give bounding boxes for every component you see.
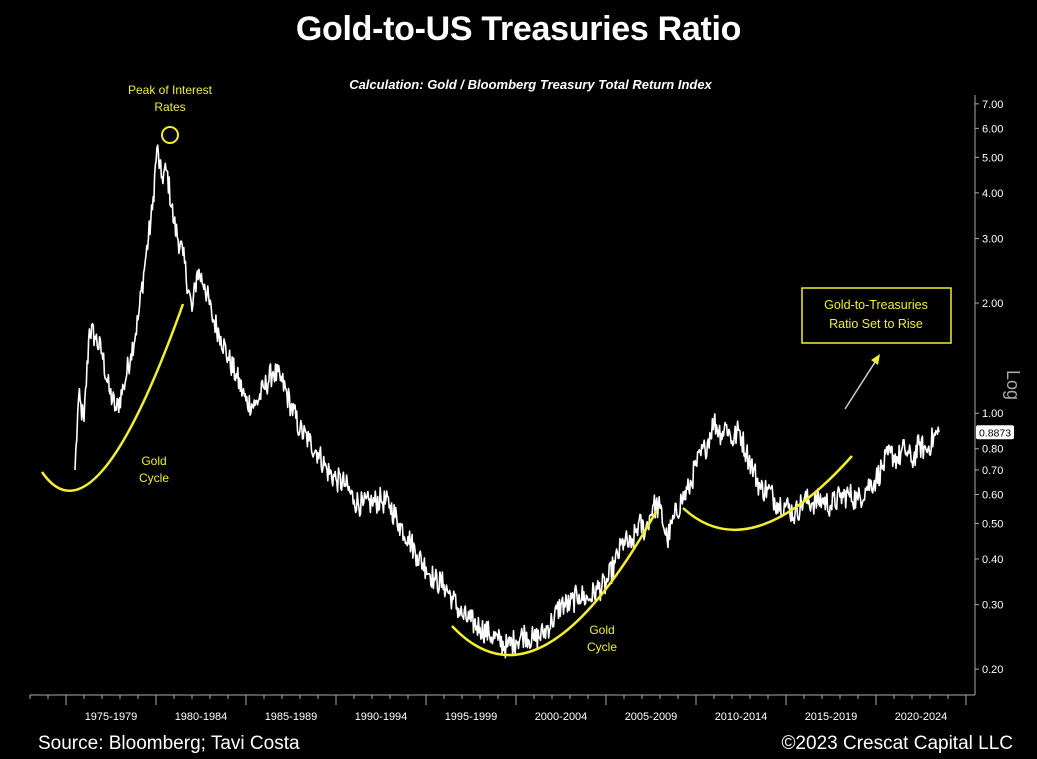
last-value-label: 0.8873 <box>979 427 1011 439</box>
callout-box <box>801 287 952 344</box>
annotation-set-to-rise: Gold-to-Treasuries Ratio Set to Rise <box>824 298 928 331</box>
annotation-peak-rates-line: Rates <box>154 100 185 114</box>
annotation-set-to-rise-line: Ratio Set to Rise <box>829 317 923 331</box>
series-line <box>74 144 940 659</box>
y-axis-label: Log <box>1003 370 1023 400</box>
x-tick-label: 1985-1989 <box>265 711 318 723</box>
annotation-peak-rates: Peak of Interest Rates <box>128 83 213 114</box>
y-tick-label: 0.80 <box>982 444 1003 456</box>
annotation-gold-cycle-2-line: Gold <box>589 623 614 637</box>
annotation-gold-cycle-2: Gold Cycle <box>587 623 617 654</box>
annotation-arrows <box>844 354 880 410</box>
y-tick-label: 4.00 <box>982 188 1003 200</box>
y-axis: 7.00 6.00 5.00 4.00 3.00 2.00 1.00 0.80 0.70 0.60… <box>974 95 1023 695</box>
annotation-peak-rates-line: Peak of Interest <box>128 83 213 97</box>
annotation-gold-cycle-2-line: Cycle <box>587 640 617 654</box>
arrow-head <box>871 354 880 365</box>
y-tick-label: 0.40 <box>982 554 1003 566</box>
x-tick-label: 2010-2014 <box>715 711 768 723</box>
gold-cycle-arc-3 <box>682 455 853 532</box>
x-axis: 1975-1979 1980-1984 1985-1989 1990-1994 1995… <box>29 694 975 723</box>
source-note: Source: Bloomberg; Tavi Costa <box>38 733 300 754</box>
x-tick-label: 1980-1984 <box>175 711 228 723</box>
annotation-gold-cycle-1: Gold Cycle <box>139 454 169 485</box>
peak-circle <box>161 126 179 144</box>
copyright-note: ©2023 Crescat Capital LLC <box>781 733 1013 754</box>
y-tick-label: 0.30 <box>982 600 1003 612</box>
y-tick-label: 0.50 <box>982 518 1003 530</box>
y-tick-label: 3.00 <box>982 234 1003 246</box>
last-value-box <box>976 425 1014 440</box>
x-tick-label: 2020-2024 <box>895 711 948 723</box>
chart-title: Gold-to-US Treasuries Ratio <box>295 10 742 48</box>
y-tick-label: 0.20 <box>982 664 1003 676</box>
arrow-line <box>844 358 878 410</box>
x-tick-label: 1975-1979 <box>85 711 138 723</box>
annotation-set-to-rise-line: Gold-to-Treasuries <box>824 298 928 312</box>
y-tick-label: 5.00 <box>982 152 1003 164</box>
x-tick-label: 1990-1994 <box>355 711 408 723</box>
x-tick-label: 2015-2019 <box>805 711 858 723</box>
y-tick-label: 0.60 <box>982 489 1003 501</box>
series: 0.8873 <box>74 144 1014 659</box>
y-tick-label: 2.00 <box>982 298 1003 310</box>
annotation-gold-cycle-1-line: Gold <box>141 454 166 468</box>
y-tick-label: 0.70 <box>982 465 1003 477</box>
y-tick-label: 7.00 <box>982 99 1003 111</box>
gold-cycle-arc-2 <box>451 509 659 657</box>
x-tick-label: 2005-2009 <box>625 711 678 723</box>
chart-subtitle: Calculation: Gold / Bloomberg Treasury T… <box>349 77 712 92</box>
gold-cycle-arc-1 <box>40 303 185 492</box>
y-tick-label: 6.00 <box>982 123 1003 135</box>
x-tick-label: 2000-2004 <box>535 711 588 723</box>
y-tick-label: 1.00 <box>982 408 1003 420</box>
annotation-gold-cycle-1-line: Cycle <box>139 471 169 485</box>
x-tick-label: 1995-1999 <box>445 711 498 723</box>
